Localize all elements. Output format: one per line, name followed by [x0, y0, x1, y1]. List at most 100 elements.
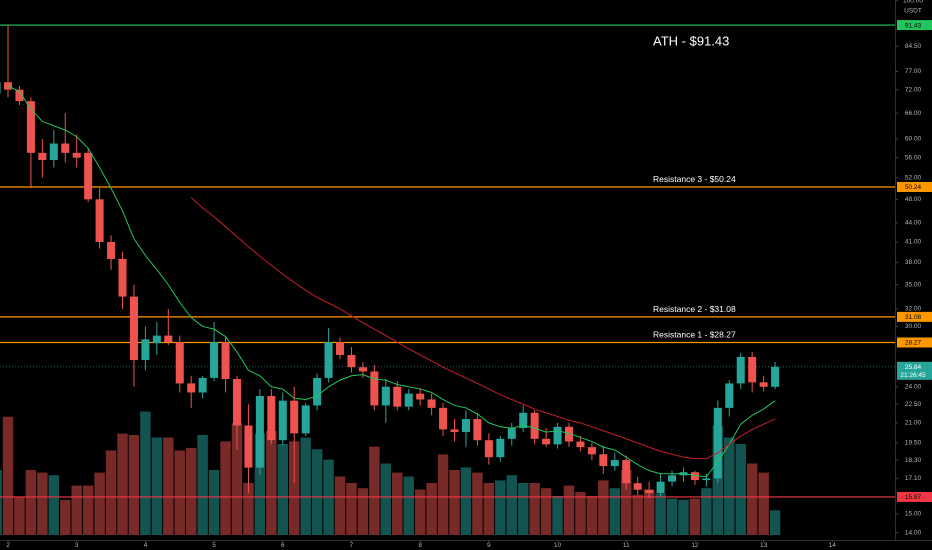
level-annotation: Resistance 2 - $31.08	[653, 304, 736, 314]
candle-body	[645, 489, 654, 494]
candle-body	[416, 393, 425, 400]
volume-bar	[2, 416, 14, 535]
volume-bar	[300, 437, 311, 535]
x-tick-label: 3	[75, 542, 79, 549]
volume-bar	[746, 463, 758, 535]
candle-body	[358, 367, 367, 372]
x-tick-label: 4	[144, 542, 148, 549]
volume-bar	[575, 492, 586, 535]
volume-bar	[71, 485, 82, 535]
y-tick-label: 100.00	[903, 0, 923, 5]
volume-bar	[128, 434, 140, 535]
volume-bar	[621, 470, 632, 535]
volume-bar	[392, 472, 403, 535]
candle-body	[301, 405, 310, 434]
x-tick-label: 9	[487, 542, 491, 549]
y-tick-label: 41.00	[905, 239, 922, 246]
y-tick-label: 15.00	[905, 511, 922, 518]
candle-body	[164, 335, 173, 343]
level-tag-label: 31.08	[905, 314, 922, 321]
candle-body	[0, 82, 1, 94]
volume-bar	[586, 496, 598, 535]
volume-bar	[311, 449, 323, 535]
volume-bar	[380, 463, 392, 535]
volume-bar	[60, 499, 71, 535]
volume-bar	[701, 488, 712, 535]
candle-body	[736, 356, 745, 384]
y-tick-label: 72.00	[905, 86, 922, 93]
volume-bar	[483, 483, 495, 535]
candle-body	[530, 412, 539, 439]
volume-bar	[472, 472, 483, 535]
volume-bar	[655, 493, 666, 535]
candle-body	[61, 143, 70, 153]
volume-bar	[117, 433, 128, 535]
y-tick-label: 84.50	[905, 43, 922, 50]
level-annotation: Resistance 1 - $28.27	[653, 330, 736, 340]
candle-body	[473, 419, 482, 441]
volume-bar	[540, 488, 552, 535]
candle-body	[232, 379, 241, 426]
y-tick-label: 56.00	[905, 154, 922, 161]
volume-bar	[517, 483, 529, 535]
candle-body	[542, 438, 551, 445]
candle-body	[290, 400, 299, 434]
x-tick-label: 14	[829, 542, 837, 549]
volume-bar	[678, 499, 689, 535]
candle-body	[26, 101, 35, 153]
volume-bar	[724, 437, 735, 535]
candle-body	[324, 342, 333, 378]
volume-bar	[163, 437, 174, 535]
volume-bar	[758, 472, 769, 535]
candle-body	[461, 419, 470, 433]
candle-body	[656, 481, 665, 494]
candle-body	[748, 356, 757, 383]
y-tick-label: 60.00	[905, 136, 922, 143]
y-tick-label: 32.00	[905, 306, 922, 313]
candle-body	[15, 89, 24, 102]
candle-body	[633, 483, 642, 490]
y-tick-label: 30.00	[905, 323, 922, 330]
candle-body	[244, 425, 253, 468]
volume-bar	[266, 431, 277, 535]
volume-bar	[82, 485, 94, 535]
candle-body	[519, 412, 528, 429]
candle-body	[496, 438, 505, 458]
volume-bar	[277, 444, 289, 535]
volume-bar	[174, 450, 185, 535]
candle-body	[404, 393, 413, 407]
candle-body	[38, 152, 47, 161]
x-tick-label: 2	[6, 542, 10, 549]
candle-body	[255, 395, 264, 468]
volume-bar	[334, 476, 346, 535]
candle-body	[175, 342, 184, 384]
volume-bar	[289, 441, 300, 535]
volume-bar	[185, 447, 197, 535]
y-tick-label: 14.00	[905, 529, 922, 536]
candle-body	[129, 296, 138, 360]
y-tick-label: 44.00	[905, 220, 922, 227]
candle-body	[507, 428, 516, 439]
x-tick-label: 11	[623, 542, 630, 549]
candle-body	[370, 371, 379, 406]
candle-body	[725, 383, 734, 408]
x-tick-label: 12	[691, 542, 699, 549]
level-tag	[897, 337, 932, 348]
candle-body	[152, 335, 161, 344]
x-tick-label: 5	[212, 542, 216, 549]
level-tag-label: 91.43	[905, 22, 922, 29]
candle-body	[267, 395, 276, 441]
level-tag	[897, 181, 932, 192]
volume-bar	[220, 441, 231, 535]
candle-body	[336, 342, 345, 355]
volume-bar	[563, 485, 575, 535]
ma-layer	[7, 85, 776, 478]
candle-body	[702, 478, 711, 481]
y-tick-label: 19.50	[905, 440, 922, 447]
volume-bar	[495, 480, 506, 535]
volume-bar	[48, 475, 60, 535]
x-tick-label: 8	[418, 542, 422, 549]
level-tag-label: 50.24	[905, 184, 922, 191]
last-price-tag	[897, 361, 932, 380]
level-tag-label: 15.97	[905, 494, 922, 501]
